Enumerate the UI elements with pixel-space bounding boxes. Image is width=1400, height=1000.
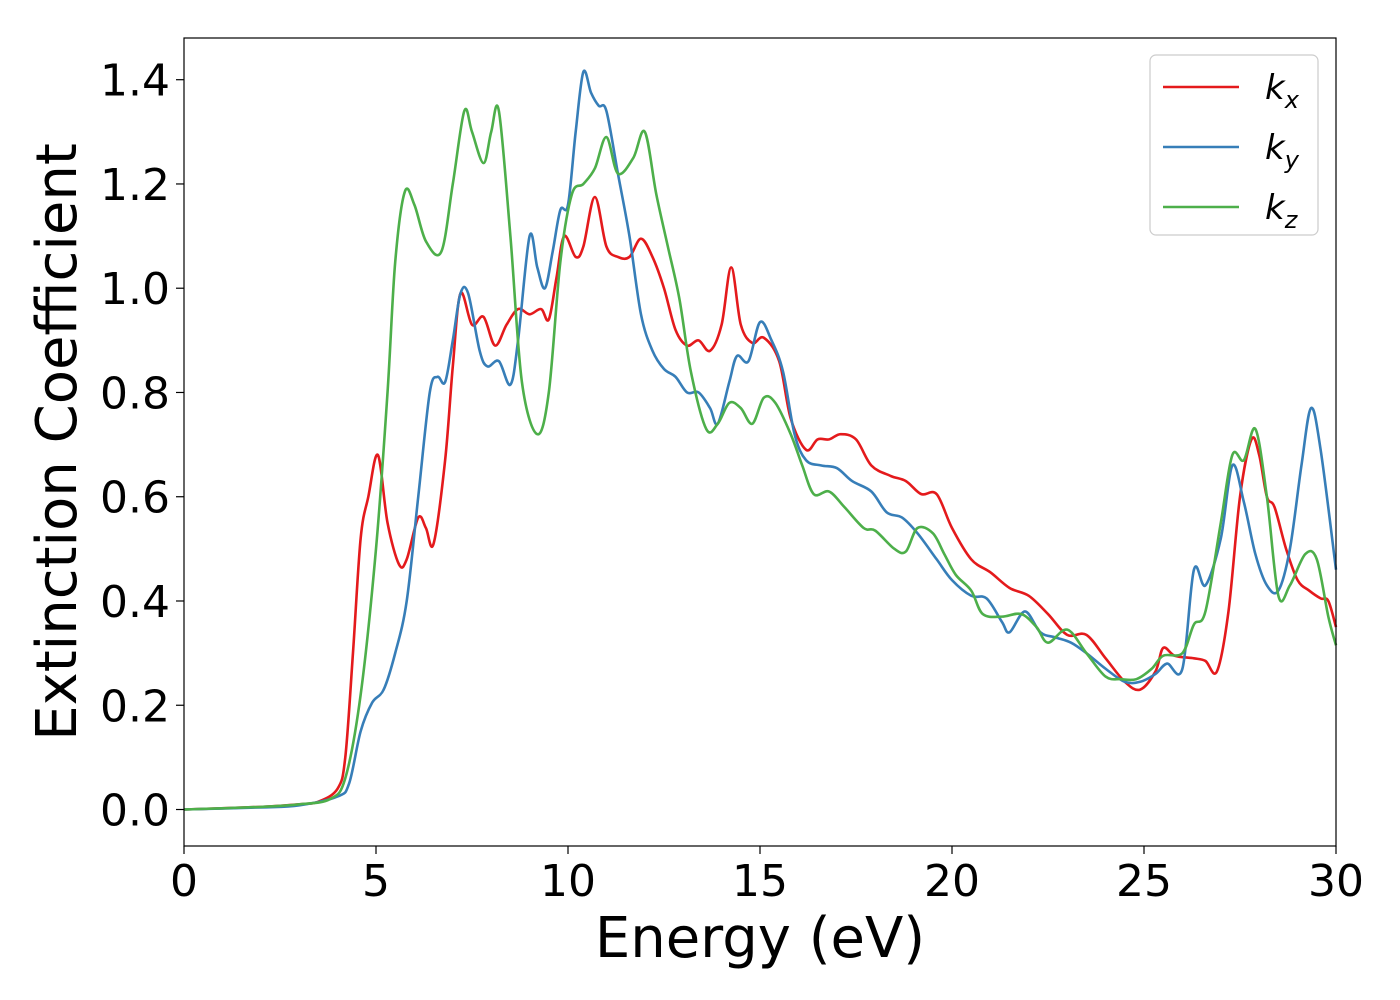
y-tick-label: 1.2 (100, 160, 170, 211)
x-tick-label: 30 (1308, 856, 1364, 907)
legend-label-kz: kz (1265, 188, 1299, 234)
x-tick-label: 10 (540, 856, 596, 907)
x-tick-label: 0 (170, 856, 198, 907)
y-tick-label: 0.6 (100, 473, 170, 524)
legend-label-kx: kx (1265, 68, 1300, 114)
y-axis-title: Extinction Coefficient (25, 143, 90, 741)
y-tick-label: 0.8 (100, 368, 170, 419)
series-line-kz (183, 104, 1338, 811)
y-tick-label: 1.0 (100, 264, 170, 315)
x-axis-ticks: 0 5 10 15 20 25 30 (170, 846, 1364, 907)
plot-background (184, 38, 1336, 846)
y-axis-ticks: 0.0 0.2 0.4 0.6 0.8 1.0 1.2 1.4 (100, 56, 184, 837)
legend-label-ky: ky (1265, 128, 1300, 174)
y-tick-label: 0.2 (100, 681, 170, 732)
legend: kx ky kz (1149, 54, 1319, 236)
x-axis-title: Energy (eV) (595, 906, 925, 971)
x-tick-label: 15 (732, 856, 788, 907)
series-layer (183, 69, 1338, 811)
legend-box (1149, 54, 1319, 236)
x-tick-label: 5 (362, 856, 390, 907)
y-tick-label: 0.4 (100, 577, 170, 628)
x-tick-label: 20 (924, 856, 980, 907)
series-line-ky (183, 69, 1338, 811)
x-tick-label: 25 (1116, 856, 1172, 907)
y-tick-label: 0.0 (100, 786, 170, 837)
y-tick-label: 1.4 (100, 56, 170, 107)
